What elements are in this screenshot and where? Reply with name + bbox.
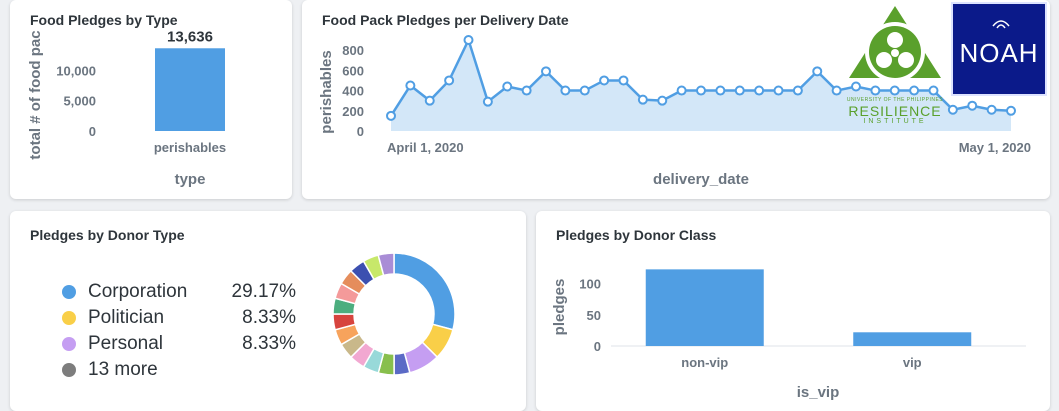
data-point xyxy=(386,110,396,121)
legend-swatch xyxy=(62,337,76,351)
data-point xyxy=(657,95,668,106)
donut-chart-donor-type xyxy=(332,252,456,376)
data-point xyxy=(734,85,745,96)
y-tick-label: 5,000 xyxy=(63,94,96,109)
resilience-institute-logo: UNIVERSITY OF THE PHILIPPINES RESILIENCE… xyxy=(843,2,947,128)
legend-item[interactable]: 13 more xyxy=(62,357,296,383)
y-tick-label: 100 xyxy=(579,277,601,292)
data-point xyxy=(599,75,610,86)
x-tick-label: non-vip xyxy=(681,355,728,370)
data-point xyxy=(831,85,842,96)
bar-chart-donor-class: 0 50 100 non-vip vip is_vip pledges xyxy=(551,269,1026,401)
data-point xyxy=(889,85,900,96)
pie-slice xyxy=(393,252,456,331)
y-axis-label: perishables xyxy=(318,50,335,133)
card-title[interactable]: Food Pledges by Type xyxy=(30,12,178,28)
legend-item[interactable]: Politician 8.33% xyxy=(62,305,296,331)
legend-swatch xyxy=(62,363,76,377)
bar-chart-food-type: 0 5,000 10,000 13,636 perishables type total #… xyxy=(27,28,226,188)
data-point xyxy=(541,66,551,77)
area-chart-delivery-date: 0 200 400 600 800 April 1, 2020 May 1, 2020 del… xyxy=(318,35,1031,188)
card-food-pledges-by-type: Food Pledges by Type 0 5,000 10,000 13,636 p… xyxy=(10,0,292,199)
data-point xyxy=(502,81,513,92)
area-fill xyxy=(391,40,1011,131)
x-tick-label: perishables xyxy=(154,140,226,155)
x-tick-label: May 1, 2020 xyxy=(959,140,1031,155)
legend-name: Politician xyxy=(88,307,165,328)
x-tick-label: April 1, 2020 xyxy=(387,140,464,155)
bar xyxy=(853,332,972,346)
data-point xyxy=(715,85,726,96)
x-axis-label: is_vip xyxy=(797,384,840,401)
data-point xyxy=(696,85,706,96)
bar xyxy=(155,48,225,131)
noah-logo-text: NOAH xyxy=(959,38,1039,68)
noah-logo: NOAH xyxy=(951,2,1047,96)
pie-legend: Corporation 29.17% Politician 8.33% Pers… xyxy=(62,279,296,383)
legend-swatch xyxy=(62,285,76,299)
data-point xyxy=(560,85,571,96)
y-tick-label: 0 xyxy=(594,339,601,354)
legend-name: 13 more xyxy=(88,359,158,380)
x-tick-label: vip xyxy=(903,355,922,370)
noah-wave-icon xyxy=(992,20,1010,29)
card-pledges-by-donor-type: Pledges by Donor Type Corporation 29.17%… xyxy=(10,211,526,411)
card-food-pack-pledges: Food Pack Pledges per Delivery Date 0 200… xyxy=(302,0,1050,199)
y-axis-label: total # of food pac xyxy=(27,30,44,159)
data-point xyxy=(676,85,687,96)
card-pledges-by-donor-class: Pledges by Donor Class 0 50 100 non-vip vip i… xyxy=(536,211,1050,411)
data-point xyxy=(424,95,435,106)
card-title[interactable]: Pledges by Donor Class xyxy=(556,227,717,243)
data-point xyxy=(773,85,784,96)
data-point xyxy=(851,81,861,92)
data-point xyxy=(947,104,958,115)
data-point xyxy=(637,94,648,105)
legend-pct: 29.17% xyxy=(231,281,296,302)
card-title[interactable]: Pledges by Donor Type xyxy=(30,227,185,243)
bar xyxy=(645,269,764,346)
data-point xyxy=(967,100,978,111)
y-tick-label: 800 xyxy=(342,43,364,58)
y-tick-label: 50 xyxy=(587,308,601,323)
legend-name: Corporation xyxy=(88,281,188,302)
y-tick-label: 0 xyxy=(89,124,96,139)
data-label: 13,636 xyxy=(167,28,213,45)
data-point xyxy=(1006,105,1016,116)
data-point xyxy=(928,85,939,96)
resilience-emblem-icon xyxy=(849,6,941,82)
legend-item[interactable]: Corporation 29.17% xyxy=(62,279,296,305)
y-axis-label: pledges xyxy=(551,279,568,336)
data-point xyxy=(792,85,803,96)
data-point xyxy=(754,85,765,96)
x-axis-label: delivery_date xyxy=(653,171,749,188)
data-point xyxy=(618,75,629,86)
pie-slice xyxy=(377,252,395,277)
resilience-logo-line2: RESILIENCE xyxy=(848,103,942,119)
legend-item[interactable]: Personal 8.33% xyxy=(62,331,296,357)
y-tick-label: 600 xyxy=(342,63,364,78)
data-point xyxy=(909,85,920,96)
data-point xyxy=(986,104,997,115)
resilience-logo-line1: UNIVERSITY OF THE PHILIPPINES xyxy=(846,97,944,103)
y-tick-label: 0 xyxy=(357,124,364,139)
data-point xyxy=(463,35,474,45)
resilience-logo-line3: INSTITUTE xyxy=(863,118,927,125)
data-point xyxy=(444,75,455,86)
y-tick-label: 200 xyxy=(342,104,364,119)
x-axis-label: type xyxy=(175,171,206,188)
legend-swatch xyxy=(62,311,76,325)
card-title[interactable]: Food Pack Pledges per Delivery Date xyxy=(322,12,569,28)
legend-name: Personal xyxy=(88,333,163,354)
data-point xyxy=(405,80,416,91)
data-point xyxy=(870,85,881,96)
legend-pct: 8.33% xyxy=(242,333,296,354)
data-point xyxy=(579,85,590,96)
data-point xyxy=(521,85,532,96)
y-tick-label: 400 xyxy=(342,84,364,99)
legend-pct: 8.33% xyxy=(242,307,296,328)
data-point xyxy=(482,96,493,107)
y-tick-label: 10,000 xyxy=(56,63,96,78)
data-point xyxy=(812,66,823,77)
